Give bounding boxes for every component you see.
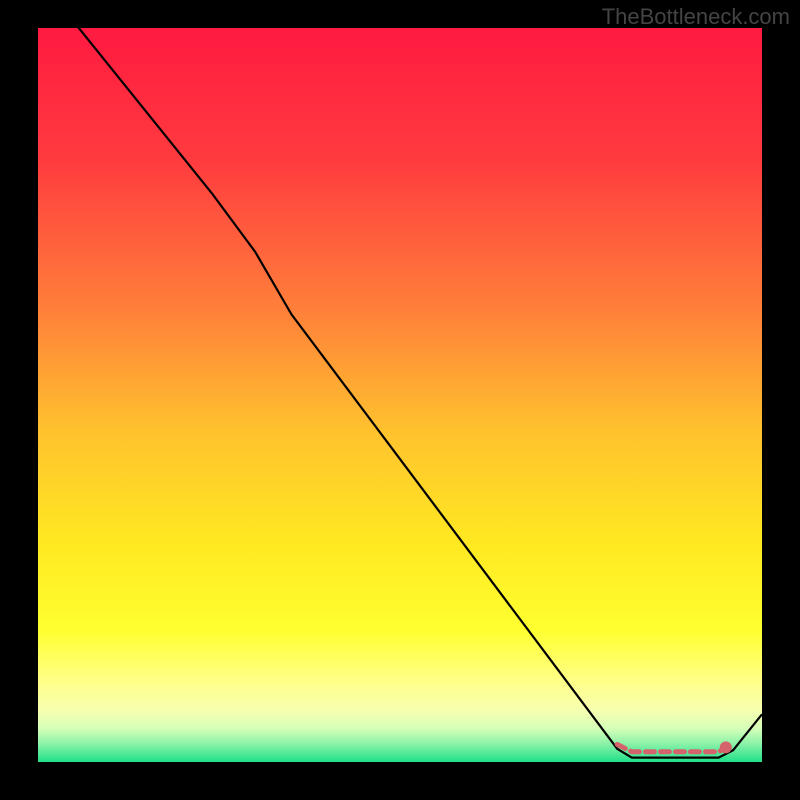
chart-area <box>38 28 762 762</box>
end-marker <box>720 741 732 753</box>
watermark: TheBottleneck.com <box>602 4 790 30</box>
chart-background <box>38 28 762 762</box>
chart-svg <box>38 28 762 762</box>
